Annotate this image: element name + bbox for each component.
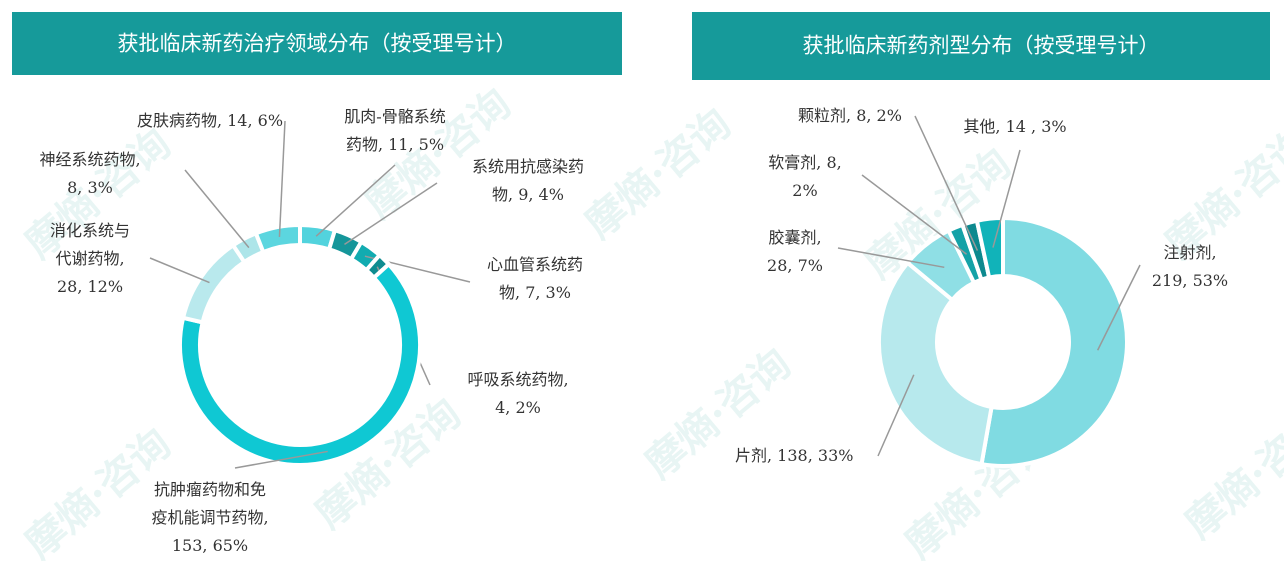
data-label: 胶囊剂, 28, 7% <box>767 228 823 275</box>
label-line: 心血管系统药 <box>487 255 583 274</box>
label-line: 4, 2% <box>495 398 541 417</box>
label-line: 8, 3% <box>67 178 113 197</box>
chart-title: 获批临床新药剂型分布（按受理号计） <box>803 34 1160 58</box>
data-label: 心血管系统药物, 7, 3% <box>487 255 583 302</box>
label-line: 疫机能调节药物, <box>151 508 268 527</box>
label-line: 219, 53% <box>1152 271 1228 290</box>
leader-line <box>344 182 438 246</box>
data-label: 消化系统与代谢药物, 28, 12% <box>50 221 130 296</box>
label-line: 抗肿瘤药物和免 <box>154 480 266 499</box>
data-label: 抗肿瘤药物和免疫机能调节药物, 153, 65% <box>151 480 268 555</box>
leader-line <box>837 247 945 269</box>
label-line: 药物, 11, 5% <box>346 135 444 154</box>
leader-line <box>861 174 968 255</box>
title-bar <box>12 12 622 75</box>
label-line: 物, 7, 3% <box>499 283 571 302</box>
data-label: 颗粒剂, 8, 2% <box>798 106 902 125</box>
label-line: 注射剂, <box>1163 243 1216 262</box>
pie-slice <box>180 242 248 325</box>
label-line: 系统用抗感染药 <box>472 157 584 176</box>
data-label: 神经系统药物, 8, 3% <box>39 150 140 197</box>
label-line: 其他, 14 , 3% <box>963 117 1066 136</box>
leader-line <box>914 115 979 251</box>
chart-title: 获批临床新药治疗领域分布（按受理号计） <box>118 32 517 56</box>
leader-line <box>315 164 396 237</box>
label-line: 软膏剂, 8, <box>768 153 841 172</box>
pie-slice <box>979 215 1129 468</box>
label-line: 片剂, 138, 33% <box>735 446 853 465</box>
label-line: 颗粒剂, 8, 2% <box>798 106 902 125</box>
label-line: 28, 7% <box>767 256 823 275</box>
leader-line <box>278 120 286 237</box>
label-line: 呼吸系统药物, <box>467 370 568 389</box>
watermark: 摩熵·咨询 <box>636 340 799 488</box>
label-line: 肌肉-骨骼系统 <box>344 107 445 126</box>
data-label: 注射剂, 219, 53% <box>1152 243 1228 290</box>
watermark: 摩熵·咨询 <box>576 100 739 248</box>
label-line: 物, 9, 4% <box>492 185 564 204</box>
pie-slice <box>178 261 422 467</box>
data-label: 片剂, 138, 33% <box>735 446 853 465</box>
leader-line <box>992 149 1021 248</box>
data-label: 皮肤病药物, 14, 6% <box>137 111 283 130</box>
pie-slice <box>253 222 302 255</box>
label-line: 代谢药物, <box>55 249 124 268</box>
label-line: 皮肤病药物, 14, 6% <box>137 111 283 130</box>
watermark: 摩熵·咨询 <box>1176 400 1284 548</box>
watermark: 摩熵·咨询 <box>356 80 519 228</box>
leader-line <box>1096 264 1141 351</box>
leader-line <box>149 257 210 284</box>
data-label: 系统用抗感染药物, 9, 4% <box>472 157 584 204</box>
label-line: 2% <box>792 181 817 200</box>
label-line: 胶囊剂, <box>768 228 821 247</box>
leader-line <box>877 374 915 457</box>
label-line: 消化系统与 <box>50 221 130 240</box>
leader-line <box>184 169 250 249</box>
label-line: 28, 12% <box>57 277 123 296</box>
data-label: 呼吸系统药物, 4, 2% <box>467 370 568 417</box>
label-line: 153, 65% <box>172 536 248 555</box>
title-bar <box>692 12 1270 80</box>
data-label: 软膏剂, 8, 2% <box>768 153 841 200</box>
data-label: 其他, 14 , 3% <box>963 117 1066 136</box>
pie-slice <box>877 259 994 467</box>
data-label: 肌肉-骨骼系统药物, 11, 5% <box>344 107 445 154</box>
leader-line <box>234 450 328 469</box>
label-line: 神经系统药物, <box>39 150 140 169</box>
